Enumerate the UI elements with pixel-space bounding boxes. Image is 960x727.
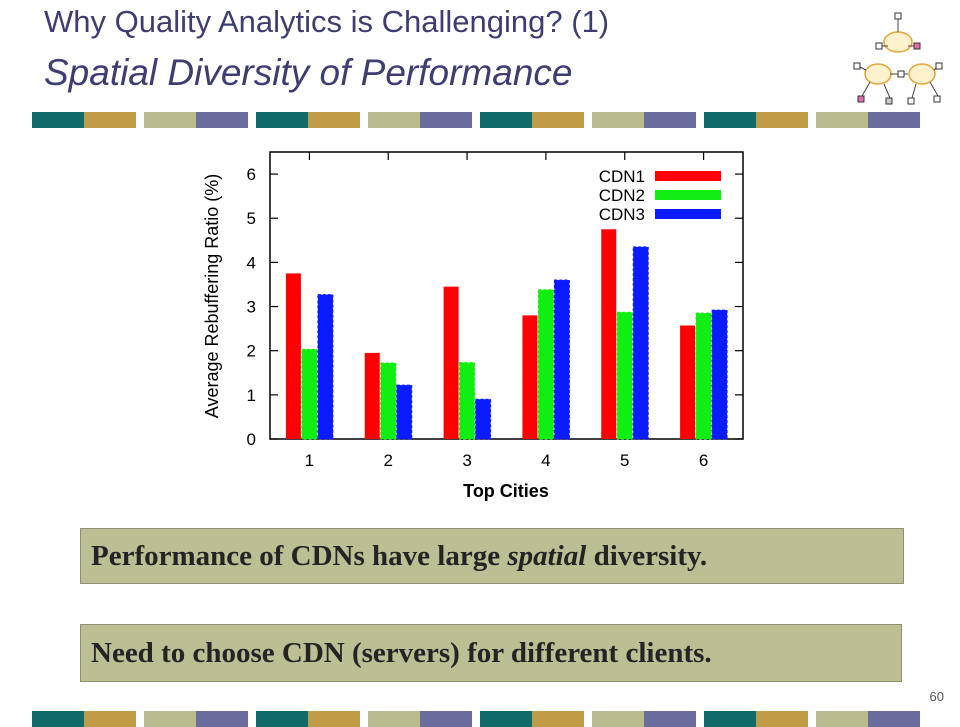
bar-cdn1 xyxy=(601,229,617,439)
callout-spatial-diversity: Performance of CDNs have large spatial d… xyxy=(80,528,904,584)
callout1-text: Performance of CDNs have large xyxy=(91,539,508,572)
bar-cdn2 xyxy=(380,362,397,440)
bar-cdn3 xyxy=(632,246,649,440)
y-tick-label: 6 xyxy=(247,165,256,184)
y-tick-label: 0 xyxy=(247,430,256,449)
slide-title-line2: Spatial Diversity of Performance xyxy=(44,52,573,93)
x-tick-label: 3 xyxy=(462,451,471,470)
bar-cdn3 xyxy=(317,294,334,440)
stripe-segment xyxy=(32,112,84,128)
legend-label: CDN1 xyxy=(599,167,645,186)
x-tick-label: 1 xyxy=(305,451,314,470)
callout-choose-cdn: Need to choose CDN (servers) for differe… xyxy=(80,624,902,682)
stripe-segment xyxy=(592,112,644,128)
bar-cdn1 xyxy=(522,315,538,439)
legend-label: CDN2 xyxy=(599,186,645,205)
bar-cdn1 xyxy=(680,325,696,439)
x-tick-label: 5 xyxy=(620,451,629,470)
x-tick-label: 4 xyxy=(541,451,550,470)
slide-title-line1: Why Quality Analytics is Challenging? (1… xyxy=(44,4,610,39)
y-tick-label: 2 xyxy=(247,342,256,361)
x-axis-label: Top Cities xyxy=(463,481,549,501)
stripe-segment xyxy=(144,112,196,128)
y-tick-label: 5 xyxy=(247,209,256,228)
bar-cdn1 xyxy=(364,352,380,439)
bar-cdn2 xyxy=(459,362,476,440)
stripe-segment xyxy=(256,112,308,128)
stripe-segment xyxy=(644,112,696,128)
stripe-segment xyxy=(196,112,248,128)
bar-cdn2 xyxy=(616,311,633,440)
bar-cdn3 xyxy=(553,279,570,440)
bar-cdn1 xyxy=(443,286,459,439)
y-tick-label: 3 xyxy=(247,298,256,317)
bar-cdn3 xyxy=(475,398,492,440)
bar-cdn3 xyxy=(711,309,728,440)
network-cloud-icon xyxy=(853,12,943,105)
stripe-segment xyxy=(480,112,532,128)
x-tick-label: 2 xyxy=(384,451,393,470)
bar-cdn2 xyxy=(537,289,554,440)
stripe-segment xyxy=(532,112,584,128)
legend-swatch xyxy=(655,209,721,219)
stripe-segment xyxy=(84,112,136,128)
stripe-segment xyxy=(868,112,920,128)
y-axis-label: Average Rebuffering Ratio (%) xyxy=(202,174,222,418)
legend-label: CDN3 xyxy=(599,205,645,224)
callout1-text-end: diversity. xyxy=(586,539,708,572)
stripe-segment xyxy=(420,112,472,128)
page-number: 60 xyxy=(929,689,944,704)
bar-cdn2 xyxy=(695,312,712,440)
stripe-segment xyxy=(704,112,756,128)
stripe-segment xyxy=(816,112,868,128)
y-tick-label: 4 xyxy=(247,253,256,272)
legend-swatch xyxy=(655,171,721,181)
stripe-segment xyxy=(756,112,808,128)
stripe-segment xyxy=(368,112,420,128)
callout1-emphasis: spatial xyxy=(507,539,587,572)
top-decorative-stripe xyxy=(32,112,928,128)
y-tick-label: 1 xyxy=(247,386,256,405)
legend-swatch xyxy=(655,190,721,200)
stripe-segment xyxy=(308,112,360,128)
x-tick-label: 6 xyxy=(699,451,708,470)
bar-cdn1 xyxy=(285,273,301,439)
bar-cdn2 xyxy=(301,348,318,440)
callout2-text: Need to choose CDN (servers) for differe… xyxy=(91,636,712,669)
plot-frame xyxy=(269,151,744,440)
bar-cdn3 xyxy=(396,384,413,440)
